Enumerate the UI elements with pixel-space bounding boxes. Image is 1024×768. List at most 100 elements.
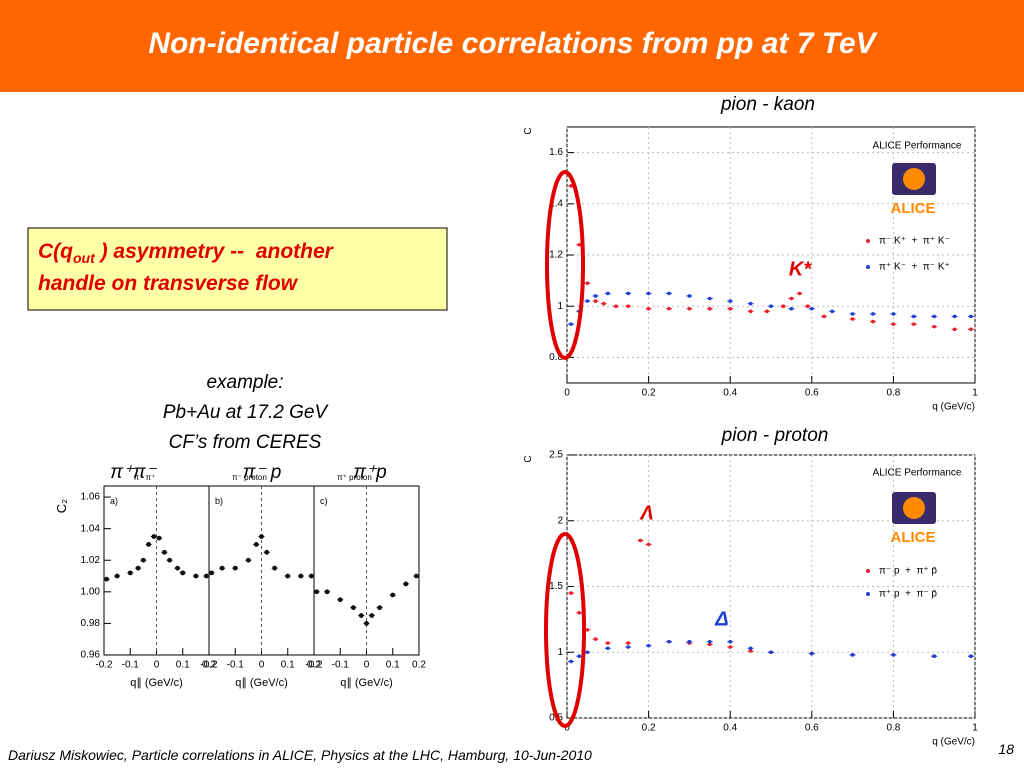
- data-point: [180, 570, 186, 576]
- footer-text: Dariusz Miskowiec, Particle correlations…: [8, 747, 592, 763]
- data-point: [606, 646, 610, 651]
- data-point: [781, 304, 786, 309]
- callout-text: C(q: [38, 240, 73, 263]
- data-point: [667, 291, 671, 296]
- panel-subtitle: π⁺ proton: [337, 473, 372, 482]
- x-tick-label: -0.1: [122, 660, 140, 671]
- y-tick-label: 2: [557, 515, 563, 526]
- data-point: [167, 557, 173, 563]
- data-point: [569, 591, 573, 595]
- y-axis-label: C: [523, 127, 534, 134]
- y-tick-label: 1: [557, 301, 563, 312]
- data-point: [687, 306, 692, 311]
- legend-label: π⁺ p + π⁻ p̄: [879, 589, 937, 600]
- data-point: [104, 576, 110, 582]
- x-tick-label: 0.6: [805, 388, 819, 399]
- x-tick-label: 0.1: [176, 660, 190, 671]
- panel-label: c): [320, 496, 328, 506]
- x-tick-label: -0.2: [200, 660, 218, 671]
- data-point: [646, 306, 651, 311]
- data-point: [805, 304, 810, 309]
- data-point: [891, 322, 896, 326]
- data-point: [232, 565, 238, 571]
- data-point: [969, 327, 973, 332]
- x-tick-label: 0: [564, 723, 570, 734]
- data-point: [810, 651, 814, 656]
- x-tick-label: 0: [364, 660, 370, 671]
- charts: 0.8 1 1.2 1.4 1.6 0 0.2 0.4 0.6 0.8 1 pion - kaon q …: [54, 94, 978, 748]
- chart-title: pion - kaon: [720, 94, 815, 115]
- data-point: [358, 613, 364, 618]
- data-point: [969, 314, 973, 319]
- x-tick-label: 0.2: [642, 723, 656, 734]
- data-point: [932, 314, 936, 319]
- data-point: [822, 314, 826, 319]
- data-point: [667, 306, 671, 311]
- data-point: [728, 299, 732, 303]
- data-point: [140, 557, 146, 563]
- legend-label: π⁻ K⁺ + π⁺ K⁻: [879, 236, 950, 247]
- example-line: Pb+Au at 17.2 GeV: [163, 402, 330, 423]
- x-tick-label: 1: [972, 723, 978, 734]
- chart-title: pion - proton: [721, 425, 829, 446]
- data-point: [193, 573, 199, 579]
- y-tick-label: 2.5: [549, 450, 563, 461]
- data-point: [601, 301, 606, 306]
- panel-subtitle: π⁻ π⁺: [134, 473, 156, 482]
- example-label: π⁺p: [353, 462, 386, 483]
- data-point: [646, 291, 651, 296]
- data-point: [585, 650, 590, 655]
- data-point: [626, 641, 630, 645]
- callout-line: C(qout ) asymmetry -- another: [38, 240, 335, 266]
- data-point: [308, 573, 314, 579]
- data-point: [891, 312, 896, 316]
- data-point: [324, 589, 330, 595]
- x-tick-label: 0.2: [642, 388, 656, 399]
- legend-marker: [866, 569, 870, 573]
- data-point: [285, 573, 291, 579]
- data-point: [687, 639, 692, 644]
- data-point: [932, 324, 936, 329]
- y-tick-label: 1.00: [81, 586, 101, 597]
- data-point: [253, 542, 259, 547]
- x-tick-label: 0.4: [723, 388, 737, 399]
- data-point: [830, 309, 834, 314]
- data-point: [569, 322, 573, 326]
- data-point: [569, 184, 573, 188]
- data-point: [810, 306, 814, 311]
- data-point: [708, 296, 712, 301]
- data-point: [765, 309, 769, 314]
- annotation: ALICE Performance: [873, 468, 962, 479]
- data-point: [577, 242, 582, 247]
- data-point: [577, 611, 582, 615]
- page-number: 18: [998, 741, 1014, 757]
- data-point: [364, 621, 369, 626]
- annotation: ALICE: [891, 200, 936, 217]
- data-point: [593, 299, 598, 303]
- x-axis-label: q∥ (GeV/c): [235, 677, 288, 689]
- x-axis-label: q (GeV/c): [932, 737, 975, 748]
- data-point: [952, 327, 957, 332]
- data-point: [413, 573, 419, 579]
- example-line: CF’s from CERES: [169, 432, 322, 453]
- data-point: [209, 570, 215, 576]
- y-tick-label: 1: [557, 647, 563, 658]
- data-point: [969, 654, 973, 658]
- y-axis-label: C₂: [54, 499, 69, 513]
- data-point: [626, 304, 630, 309]
- x-tick-label: 0.4: [723, 723, 737, 734]
- data-point: [369, 613, 375, 618]
- data-point: [912, 314, 916, 319]
- data-point: [748, 301, 753, 306]
- data-point: [156, 535, 162, 541]
- data-point: [748, 646, 753, 651]
- example-line: example:: [206, 372, 283, 393]
- data-point: [203, 573, 209, 579]
- x-axis-label: q∥ (GeV/c): [130, 677, 183, 689]
- callout-text: ) asymmetry -- another: [95, 240, 335, 263]
- data-point: [219, 565, 225, 571]
- data-point: [614, 304, 618, 309]
- data-point: [585, 281, 590, 285]
- y-tick-label: 0.98: [81, 618, 101, 629]
